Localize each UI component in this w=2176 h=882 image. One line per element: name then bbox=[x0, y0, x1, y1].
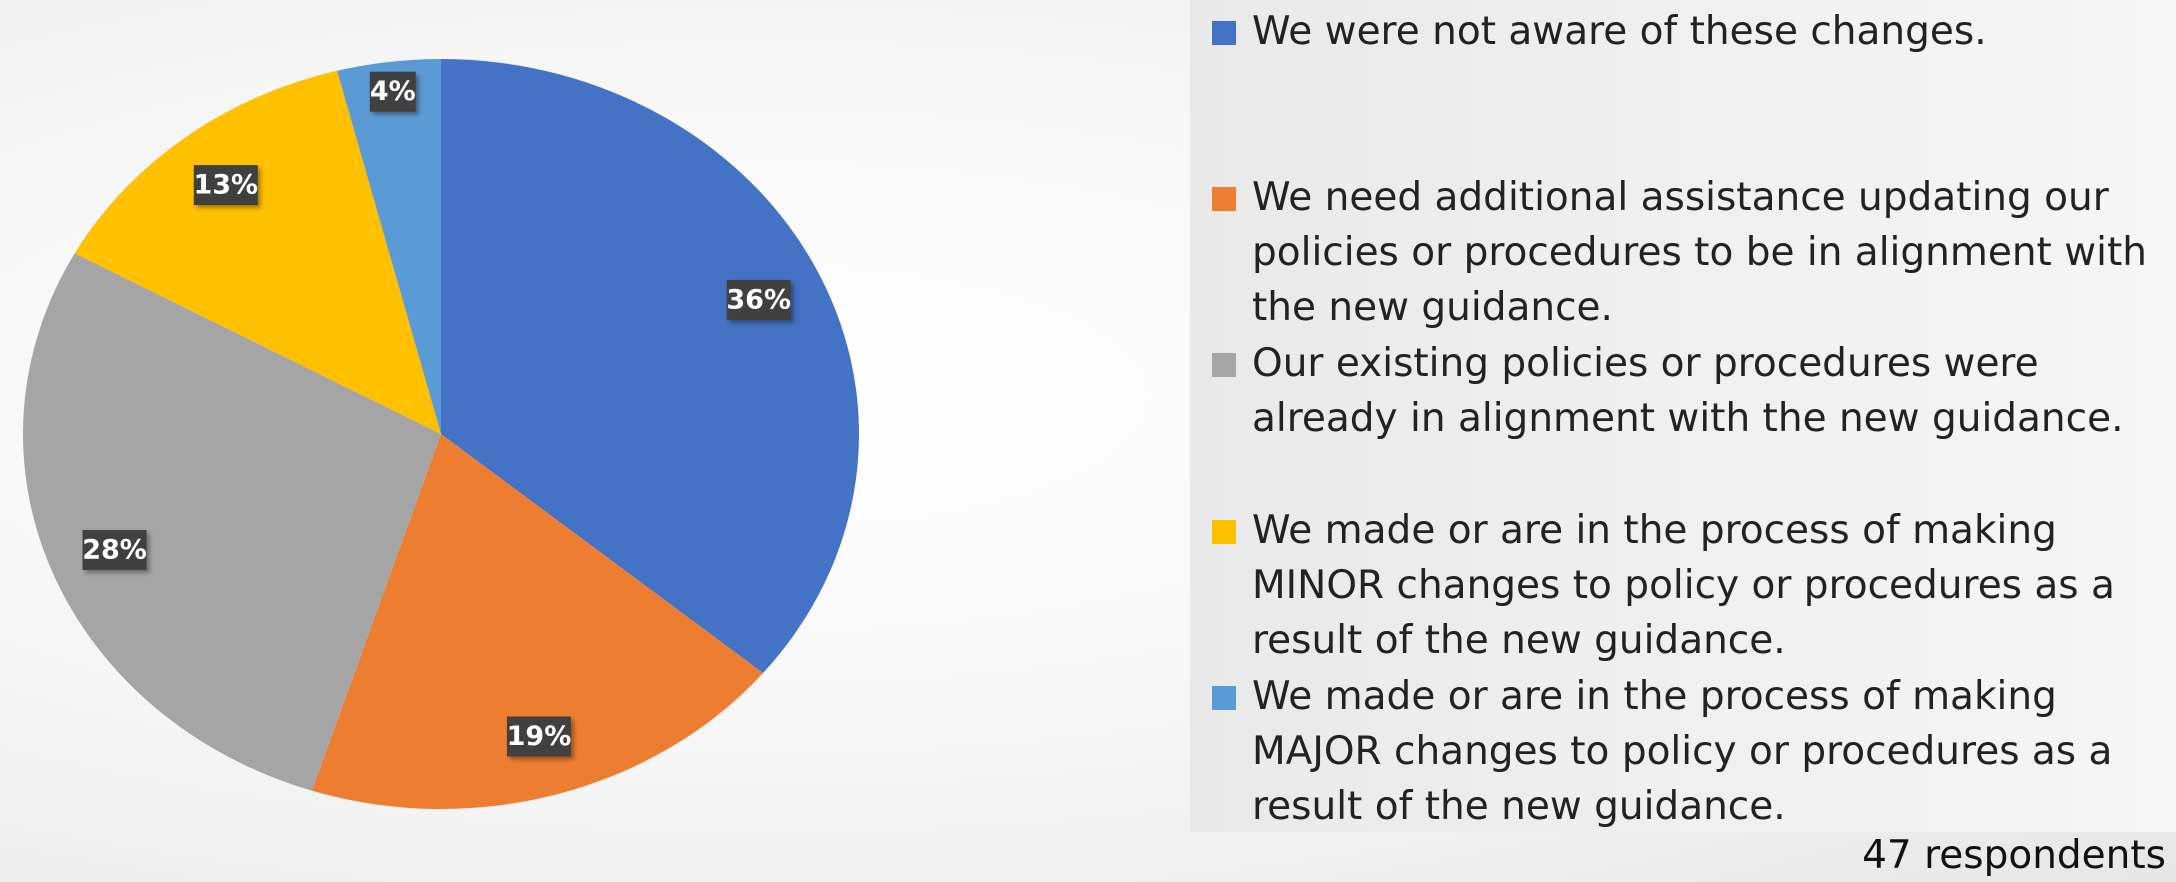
label-box bbox=[726, 279, 791, 320]
pie-slice bbox=[337, 59, 441, 434]
pie-slice bbox=[441, 59, 859, 674]
legend-label: We made or are in the process of making … bbox=[1252, 674, 2113, 829]
legend-label: We were not aware of these changes. bbox=[1252, 9, 1987, 54]
pie-slice bbox=[74, 70, 442, 434]
data-label: 28% bbox=[82, 534, 147, 565]
label-box bbox=[193, 165, 258, 206]
label-box bbox=[82, 529, 147, 570]
legend: We were not aware of these changes. We ne… bbox=[1190, 0, 2176, 832]
data-label: 19% bbox=[507, 721, 572, 752]
legend-label: We made or are in the process of making … bbox=[1252, 508, 2115, 663]
pie-slice bbox=[22, 253, 441, 791]
legend-swatch bbox=[1212, 353, 1236, 377]
label-box bbox=[506, 716, 571, 757]
legend-swatch bbox=[1212, 21, 1236, 45]
data-label: 4% bbox=[370, 76, 416, 107]
legend-swatch bbox=[1212, 686, 1236, 710]
legend-label: Our existing policies or procedures were… bbox=[1252, 341, 2124, 441]
data-label: 36% bbox=[726, 284, 791, 315]
label-box bbox=[369, 71, 416, 112]
note: 47 respondents bbox=[1862, 833, 2166, 878]
legend-label: We need additional assistance updating o… bbox=[1252, 175, 2147, 330]
legend-swatch bbox=[1212, 520, 1236, 544]
data-label: 13% bbox=[193, 170, 258, 201]
pie-slice bbox=[311, 434, 764, 809]
legend-swatch bbox=[1212, 187, 1236, 211]
